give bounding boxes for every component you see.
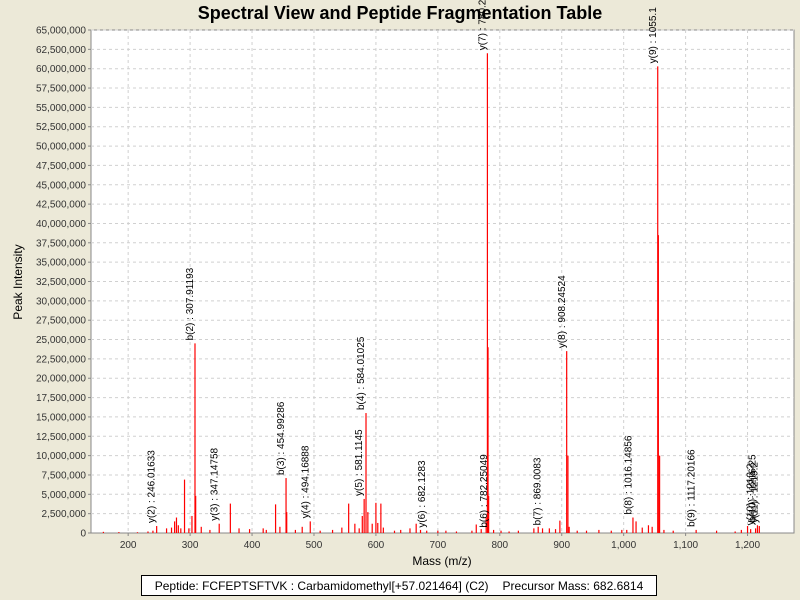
peak-annotation: b(10) : 1216.25 xyxy=(748,454,759,522)
peak-annotation: y(11) : 1219.2 xyxy=(749,462,760,523)
peak-annotation: b(9) : 1117.20166 xyxy=(686,449,697,527)
x-tick-label: 200 xyxy=(120,540,137,551)
peak-annotation: y(2) : 246.01633 xyxy=(147,450,158,523)
chart-title: Spectral View and Peptide Fragmentation … xyxy=(197,3,603,23)
legend-box: Peptide: FCFEPTSFTVK : Carbamidomethyl[+… xyxy=(141,575,657,596)
y-tick-label: 52,500,000 xyxy=(36,122,86,133)
peak-annotation: y(5) : 581.1145 xyxy=(354,429,365,496)
peak-annotation: b(6) : 782.25049 xyxy=(479,454,490,528)
peak-annotation: y(9) : 1055.1 xyxy=(648,7,659,64)
y-tick-label: 22,500,000 xyxy=(36,354,86,365)
peak-annotation: b(8) : 1016.14856 xyxy=(624,435,635,514)
y-tick-label: 25,000,000 xyxy=(36,335,86,346)
y-tick-label: 20,000,000 xyxy=(36,374,86,385)
x-tick-label: 1,100 xyxy=(673,540,698,551)
peak-annotation: y(3) : 347.14758 xyxy=(209,447,220,520)
y-tick-label: 2,500,000 xyxy=(42,509,87,520)
x-tick-label: 1,200 xyxy=(735,540,760,551)
peak-annotation: y(7) : 780.2 xyxy=(478,0,489,50)
y-tick-label: 47,500,000 xyxy=(36,161,86,172)
y-tick-label: 50,000,000 xyxy=(36,142,86,153)
y-tick-label: 32,500,000 xyxy=(36,277,86,288)
y-tick-label: 45,000,000 xyxy=(36,180,86,191)
y-axis-label: Peak Intensity xyxy=(11,244,25,319)
peak-annotation: y(4) : 494.16888 xyxy=(300,445,311,518)
peak-annotation: y(10) : 1213.2 xyxy=(746,463,757,525)
legend-peptide: Peptide: FCFEPTSFTVK : Carbamidomethyl[+… xyxy=(154,578,489,593)
y-tick-label: 17,500,000 xyxy=(36,393,86,404)
x-tick-label: 800 xyxy=(491,540,508,551)
peak-annotation: y(8) : 908.24524 xyxy=(557,275,568,348)
peak-annotation: b(2) : 307.91193 xyxy=(185,267,196,340)
y-tick-label: 60,000,000 xyxy=(36,64,86,75)
x-tick-label: 600 xyxy=(368,540,385,551)
x-tick-label: 700 xyxy=(430,540,447,551)
x-axis-label: Mass (m/z) xyxy=(412,554,471,568)
y-tick-label: 0 xyxy=(80,529,86,540)
y-tick-label: 35,000,000 xyxy=(36,258,86,269)
y-tick-label: 37,500,000 xyxy=(36,238,86,249)
y-tick-label: 27,500,000 xyxy=(36,316,86,327)
y-tick-label: 57,500,000 xyxy=(36,84,86,95)
y-tick-label: 30,000,000 xyxy=(36,296,86,307)
y-tick-label: 62,500,000 xyxy=(36,45,86,56)
x-tick-label: 500 xyxy=(306,540,323,551)
peak-annotation: b(3) : 454.99286 xyxy=(276,401,287,475)
plot-area xyxy=(90,29,795,534)
y-tick-label: 10,000,000 xyxy=(36,451,86,462)
peak-annotation: b(7) : 869.0083 xyxy=(533,457,544,525)
y-tick-label: 65,000,000 xyxy=(36,26,86,37)
y-tick-label: 55,000,000 xyxy=(36,103,86,114)
x-tick-label: 900 xyxy=(553,540,570,551)
x-tick-label: 300 xyxy=(182,540,199,551)
y-tick-label: 40,000,000 xyxy=(36,219,86,230)
peak-annotation: b(4) : 584.01025 xyxy=(356,336,367,410)
y-tick-label: 42,500,000 xyxy=(36,200,86,211)
y-tick-label: 15,000,000 xyxy=(36,412,86,423)
x-tick-label: 400 xyxy=(244,540,261,551)
y-tick-label: 7,500,000 xyxy=(42,470,87,481)
legend-precursor: Precursor Mass: 682.6814 xyxy=(502,578,644,593)
peak-annotation: y(6) : 682.1283 xyxy=(417,460,428,528)
x-tick-label: 1,000 xyxy=(611,540,636,551)
y-tick-label: 12,500,000 xyxy=(36,432,86,443)
y-tick-label: 5,000,000 xyxy=(42,490,87,501)
